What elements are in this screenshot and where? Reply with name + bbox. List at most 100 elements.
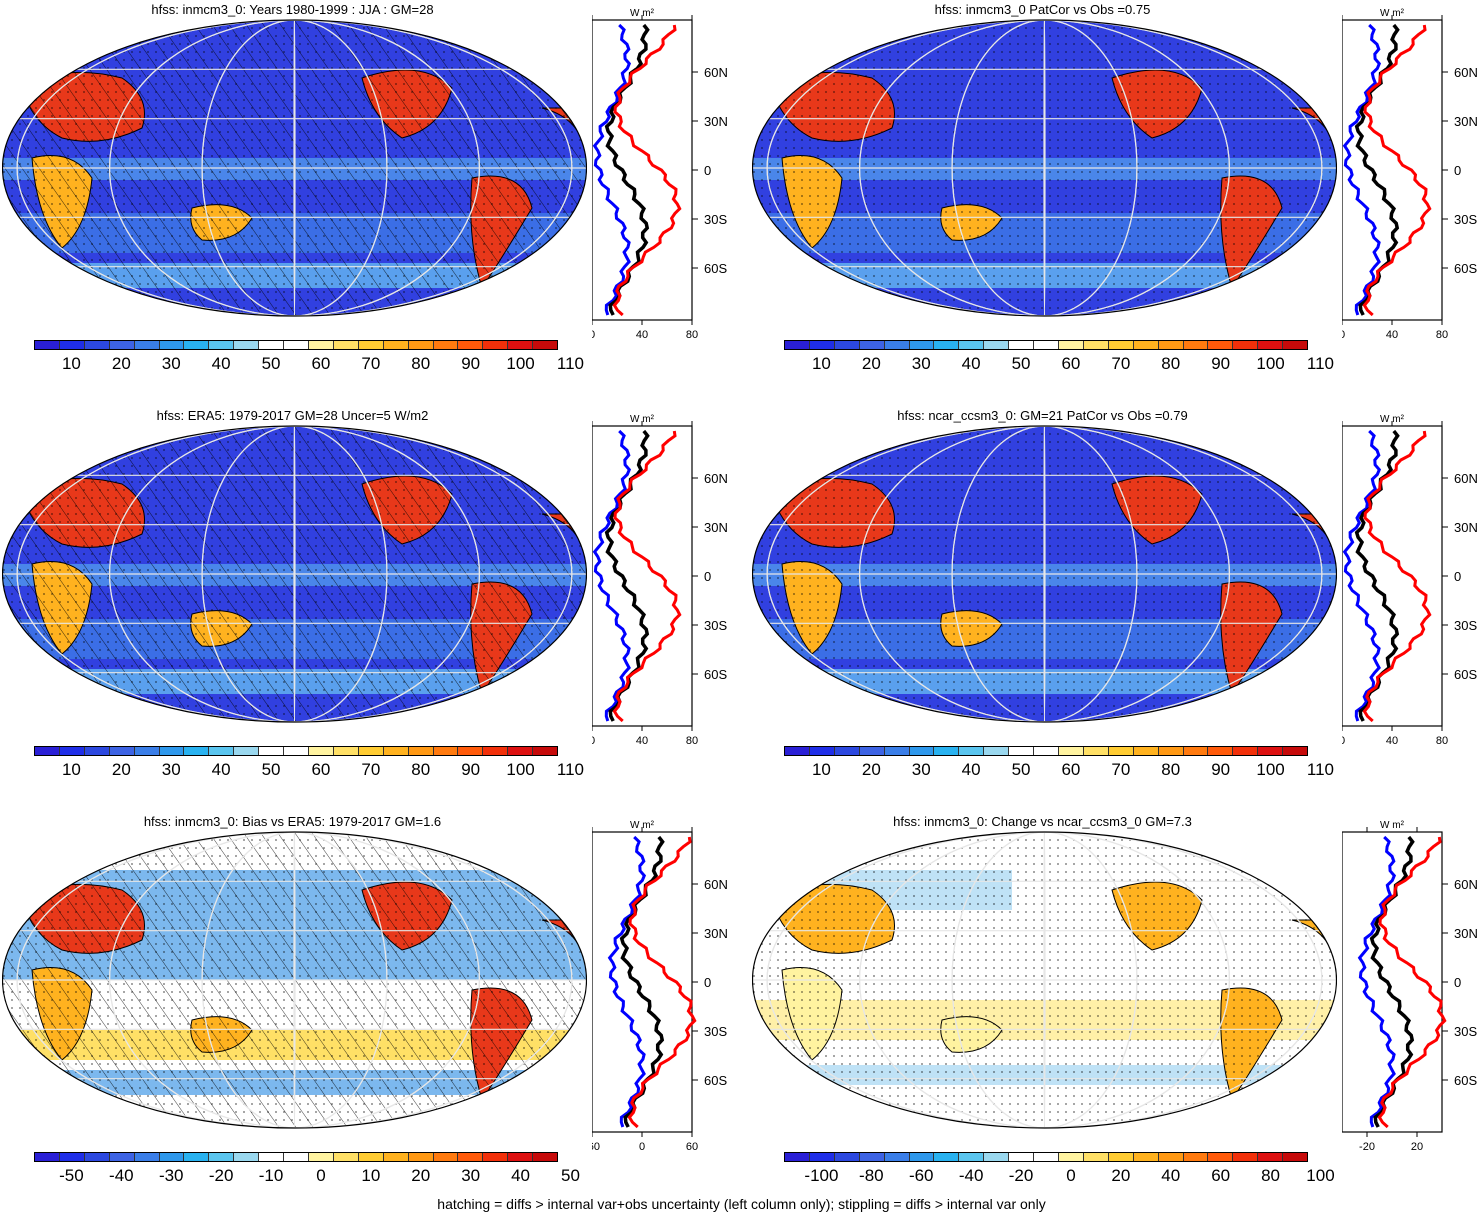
map-border	[752, 19, 1337, 317]
colorbar-swatch	[533, 747, 558, 755]
colorbar-swatch	[934, 1153, 960, 1161]
colorbar-tick-label: -40	[958, 1166, 984, 1185]
lat-tick-label: 0	[704, 569, 711, 584]
colorbar-tick-label: -10	[258, 1166, 284, 1185]
colorbar-swatch	[1233, 1153, 1259, 1161]
lat-tick-label: 60N	[1454, 471, 1478, 486]
colorbar-tick-label: 30	[911, 760, 931, 779]
colorbar-tick-label: 50	[261, 760, 281, 779]
colorbar-swatch	[859, 341, 885, 349]
colorbar-swatch	[84, 1153, 110, 1161]
colorbar-swatch	[333, 341, 359, 349]
colorbar-swatch	[1133, 1153, 1159, 1161]
colorbar-tick-label: 40	[961, 354, 981, 373]
zonal-x-tick-label: 0	[592, 329, 595, 341]
meridian-line	[201, 20, 388, 316]
colorbar-swatch	[358, 1153, 384, 1161]
colorbar-swatch	[358, 341, 384, 349]
colorbar-tick-label: 40	[1161, 1166, 1181, 1185]
colorbar-swatch	[984, 1153, 1010, 1161]
meridian-line	[293, 426, 296, 722]
colorbar-tick-label: 100	[1306, 1166, 1335, 1185]
lat-tick-label: 0	[1454, 163, 1461, 178]
colorbar-swatch	[35, 341, 60, 349]
colorbar-swatch	[1283, 1153, 1308, 1161]
zonal-mean-plot: W m² 60N 30N 0 30S 60S 0 40 80	[1342, 8, 1478, 341]
colorbar-swatch	[1183, 747, 1209, 755]
colorbar-swatch	[1108, 747, 1134, 755]
colorbar-swatch	[234, 341, 260, 349]
lat-tick-label: 60N	[1454, 65, 1478, 80]
colorbar-tick-label: 40	[961, 760, 981, 779]
colorbar-swatch	[483, 747, 509, 755]
colorbar-tick-label: 90	[1211, 354, 1231, 373]
zonal-x-tick-label: 80	[686, 329, 698, 341]
model-line	[592, 429, 632, 722]
colorbar-swatch	[284, 747, 309, 755]
meridian-line	[1043, 20, 1046, 316]
colorbar-swatch	[508, 1153, 534, 1161]
colorbar-swatch	[209, 341, 235, 349]
colorbar-tick-label: 80	[411, 354, 431, 373]
colorbar-swatch	[383, 747, 409, 755]
meridian-line	[766, 20, 1323, 316]
colorbar-swatch	[785, 747, 810, 755]
colorbar-tick-label: 50	[561, 1166, 580, 1185]
colorbar-swatch	[1208, 341, 1234, 349]
colorbar-swatch	[408, 341, 434, 349]
colorbar-swatch	[984, 747, 1010, 755]
lat-tick-label: 0	[1454, 569, 1461, 584]
lat-tick-label: 60S	[1454, 261, 1477, 276]
meridian-line	[858, 20, 1231, 316]
colorbar-tick-label: 60	[311, 354, 331, 373]
colorbar-swatch	[35, 747, 60, 755]
colorbar-tick-label: -40	[109, 1166, 134, 1185]
colorbar-swatch	[433, 1153, 459, 1161]
colorbar-swatch	[785, 341, 810, 349]
meridian-line	[16, 20, 573, 316]
colorbar-swatch	[1034, 1153, 1059, 1161]
colorbar-swatch	[984, 341, 1010, 349]
zonal-x-tick-label: 80	[1436, 735, 1448, 747]
colorbar-swatch	[1034, 341, 1059, 349]
zonal-mean-plot: W m² 60N 30N 0 30S 60S 0 40 80	[1342, 414, 1478, 747]
colorbar-tick-label: 70	[1111, 354, 1131, 373]
diff-line	[1362, 24, 1432, 317]
colorbar-swatch	[159, 747, 185, 755]
lat-tick-label: 60N	[704, 65, 728, 80]
colorbar-swatch	[234, 1153, 260, 1161]
colorbar-swatch	[1233, 341, 1259, 349]
colorbar-tick-label: 60	[1061, 760, 1081, 779]
model-line	[592, 23, 632, 316]
colorbar-swatch	[458, 747, 484, 755]
colorbar-swatch	[1158, 341, 1184, 349]
colorbar-swatch	[909, 341, 935, 349]
zonal-x-tick-label: 40	[1386, 329, 1398, 341]
colorbar-swatch	[1283, 747, 1308, 755]
diff-line	[612, 24, 682, 317]
robinson-map	[752, 831, 1337, 1129]
meridian-line	[201, 832, 388, 1128]
colorbar-swatch	[259, 341, 285, 349]
colorbar-swatch	[134, 747, 160, 755]
colorbar-tick-label: -20	[1008, 1166, 1034, 1185]
colorbar-swatch	[834, 1153, 860, 1161]
lat-tick-label: 60N	[1454, 877, 1478, 892]
zonal-units-label: W m²	[630, 8, 655, 19]
colorbar	[34, 746, 558, 756]
robinson-map	[2, 425, 587, 723]
colorbar-swatch	[209, 1153, 235, 1161]
colorbar-tick-label: -80	[859, 1166, 884, 1185]
zonal-x-tick-label: 40	[1386, 735, 1398, 747]
colorbar-tick-label: 80	[1161, 354, 1181, 373]
meridian-line	[16, 832, 573, 1128]
map-border	[752, 425, 1337, 723]
colorbar-swatch	[35, 1153, 60, 1161]
colorbar-swatch	[1009, 1153, 1035, 1161]
colorbar-swatch	[959, 1153, 985, 1161]
zonal-units-label: W m²	[1380, 820, 1405, 831]
lat-tick-label: 60S	[704, 667, 727, 682]
lat-tick-label: 60N	[704, 471, 728, 486]
colorbar-tick-label: 20	[861, 760, 881, 779]
colorbar-swatch	[483, 341, 509, 349]
